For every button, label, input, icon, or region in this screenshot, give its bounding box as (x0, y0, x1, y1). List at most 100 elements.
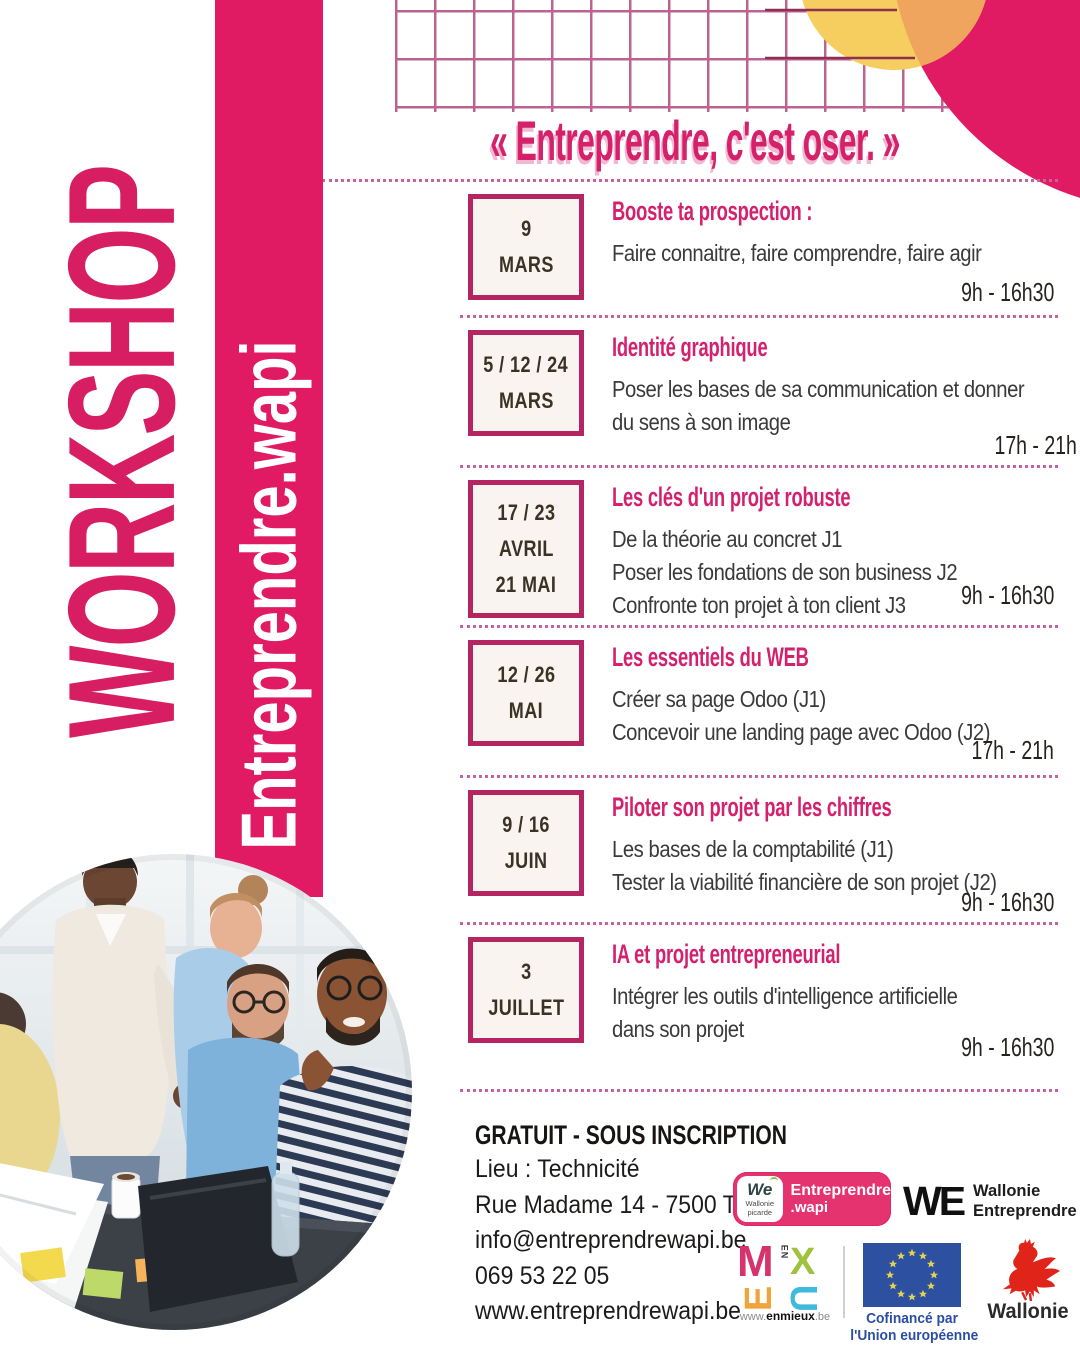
workshop-description: De la théorie au concret J1 Poser les fo… (612, 523, 1004, 622)
workshop-content: Piloter son projet par les chiffres Les … (612, 790, 1058, 922)
workshop-entry: 5 / 12 / 24 MARS Identité graphique Pose… (460, 318, 1076, 468)
pink-side-bar (215, 0, 323, 897)
workshop-description: Créer sa page Odoo (J1) Concevoir une la… (612, 683, 1004, 749)
logo-divider (843, 1246, 845, 1318)
dotted-divider (322, 179, 1058, 182)
workshop-description: Faire connaitre, faire comprendre, faire… (612, 237, 1004, 270)
we-monogram: WE (903, 1178, 966, 1224)
enmieux-letter-x: X (790, 1241, 816, 1283)
eu-label-line: l'Union européenne (850, 1328, 979, 1345)
we-wordmark: Wallonie Entreprendre (973, 1182, 1077, 1222)
workshop-title: Identité graphique (612, 332, 768, 362)
team-photo-illustration (0, 854, 412, 1330)
date-line: 9 (520, 216, 532, 241)
decor-circles (765, 0, 1080, 198)
workshop-date-box: 5 / 12 / 24 MARS (468, 330, 584, 436)
leaf-icon (770, 1176, 779, 1184)
description-line: Poser les bases de sa communication et d… (612, 376, 1025, 402)
workshop-title: IA et projet entrepreneurial (612, 939, 841, 969)
enmieux-logo: M EN X E U www.enmieux.be (737, 1237, 837, 1323)
workshop-time: 9h - 16h30 (960, 580, 1054, 610)
email-line: info@entreprendrewapi.be (475, 1226, 747, 1254)
workshop-time: 17h - 21h (971, 735, 1054, 765)
workshop-date-box: 9 / 16 JUIN (468, 790, 584, 896)
date-line: 21 MAI (495, 572, 557, 597)
workshop-entry: 12 / 26 MAI Les essentiels du WEB Créer … (460, 628, 1058, 778)
eu-stars (885, 1248, 939, 1301)
region-line: Wallonie (745, 1198, 774, 1208)
wallonie-entreprendre-logo: WE Wallonie Entreprendre (903, 1181, 1077, 1222)
team-photo (0, 854, 412, 1330)
entreprendre-wapi-logo: We Wallonie picarde Entreprendre .wapi (733, 1172, 891, 1226)
workshop-content: Booste ta prospection : Faire connaitre,… (612, 194, 1058, 315)
wallonie-logo: Wallonie (983, 1238, 1073, 1324)
description-line: du sens à son image (612, 409, 791, 435)
workshop-entry: 17 / 23 AVRIL 21 MAI Les clés d'un proje… (460, 468, 1058, 628)
workshop-content: IA et projet entrepreneurial Intégrer le… (612, 937, 1058, 1089)
date-line: AVRIL (498, 536, 554, 561)
enmieux-letter-e: E (738, 1285, 781, 1312)
wapi-name: Entreprendre (790, 1181, 891, 1199)
eu-cofunding-label: Cofinancé par l'Union européenne (850, 1311, 979, 1346)
page-title: « Entreprendre, c'est oser. » (490, 109, 900, 172)
workshop-title: Piloter son projet par les chiffres (612, 792, 892, 822)
wapi-wordmark: Entreprendre .wapi (791, 1182, 891, 1216)
wapi-domain: .wapi (790, 1198, 829, 1216)
url-name: enmieux (766, 1309, 815, 1323)
workshop-time: 9h - 16h30 (960, 277, 1054, 307)
region-line: picarde (747, 1207, 773, 1217)
workshop-time: 9h - 16h30 (960, 887, 1054, 917)
workshop-date-box: 12 / 26 MAI (468, 640, 584, 746)
date-line: 3 (520, 959, 532, 984)
workshop-description: Poser les bases de sa communication et d… (612, 373, 1025, 439)
date-line: JUIN (504, 848, 548, 873)
eu-label-line: Cofinancé par (866, 1311, 958, 1327)
workshop-title: Les clés d'un projet robuste (612, 482, 851, 512)
website-line: www.entreprendrewapi.be (475, 1297, 741, 1325)
url-suffix: .be (814, 1311, 831, 1323)
workshop-title: Les essentiels du WEB (612, 642, 809, 672)
description-line: De la théorie au concret J1 (612, 526, 843, 552)
description-line: Poser les fondations de son business J2 (612, 559, 958, 585)
we-script-icon: We (747, 1176, 779, 1198)
phone-line: 069 53 22 05 (475, 1261, 610, 1290)
description-line: Créer sa page Odoo (J1) (612, 686, 826, 712)
workshop-time: 17h - 21h (994, 430, 1077, 460)
workshop-entry: 9 / 16 JUIN Piloter son projet par les c… (460, 778, 1058, 925)
enmieux-url: www.enmieux.be (725, 1309, 845, 1323)
url-prefix: www. (739, 1311, 767, 1323)
eu-flag-icon (863, 1243, 961, 1307)
workshop-description: Les bases de la comptabilité (J1) Tester… (612, 833, 1004, 899)
workshop-vertical-title: WORKSHOP (35, 166, 207, 738)
workshop-content: Les clés d'un projet robuste De la théor… (612, 480, 1058, 625)
workshop-entry: 9 MARS Booste ta prospection : Faire con… (460, 182, 1058, 318)
orange-overlap (890, 0, 989, 70)
wallonie-picarde-logo: We Wallonie picarde (737, 1176, 783, 1222)
description-line: Confronte ton projet à ton client J3 (612, 592, 906, 618)
date-line: 9 / 16 (502, 812, 550, 837)
we-word-line: Entreprendre (973, 1201, 1077, 1220)
description-line: Intégrer les outils d'intelligence artif… (612, 983, 958, 1009)
date-line: 12 / 26 (496, 662, 556, 687)
enmieux-en-label: EN (779, 1244, 790, 1260)
workshop-content: Les essentiels du WEB Créer sa page Odoo… (612, 640, 1058, 775)
date-line: MARS (498, 252, 554, 277)
workshop-date-box: 9 MARS (468, 194, 584, 300)
description-line: dans son projet (612, 1016, 744, 1042)
venue-line: Lieu : Technicité (475, 1155, 640, 1183)
workshop-entry: 3 JUILLET IA et projet entrepreneurial I… (460, 925, 1058, 1092)
enmieux-letter-m: M (737, 1237, 774, 1286)
description-line: Faire connaitre, faire comprendre, faire… (612, 240, 982, 266)
workshop-title: Booste ta prospection : (612, 196, 813, 226)
brand-vertical-label: Entreprendre.wapi (225, 340, 313, 850)
wallonie-label: Wallonie (987, 1300, 1069, 1323)
description-line: Concevoir une landing page avec Odoo (J2… (612, 719, 991, 745)
wallonie-rooster-icon (1002, 1238, 1060, 1302)
workshop-time: 9h - 16h30 (960, 1032, 1054, 1062)
description-line: Les bases de la comptabilité (J1) (612, 836, 894, 862)
eu-cofunding-logo: Cofinancé par l'Union européenne (847, 1243, 979, 1346)
workshop-date-box: 3 JUILLET (468, 937, 584, 1043)
date-line: MAI (508, 698, 544, 723)
workshop-date-box: 17 / 23 AVRIL 21 MAI (468, 480, 584, 618)
